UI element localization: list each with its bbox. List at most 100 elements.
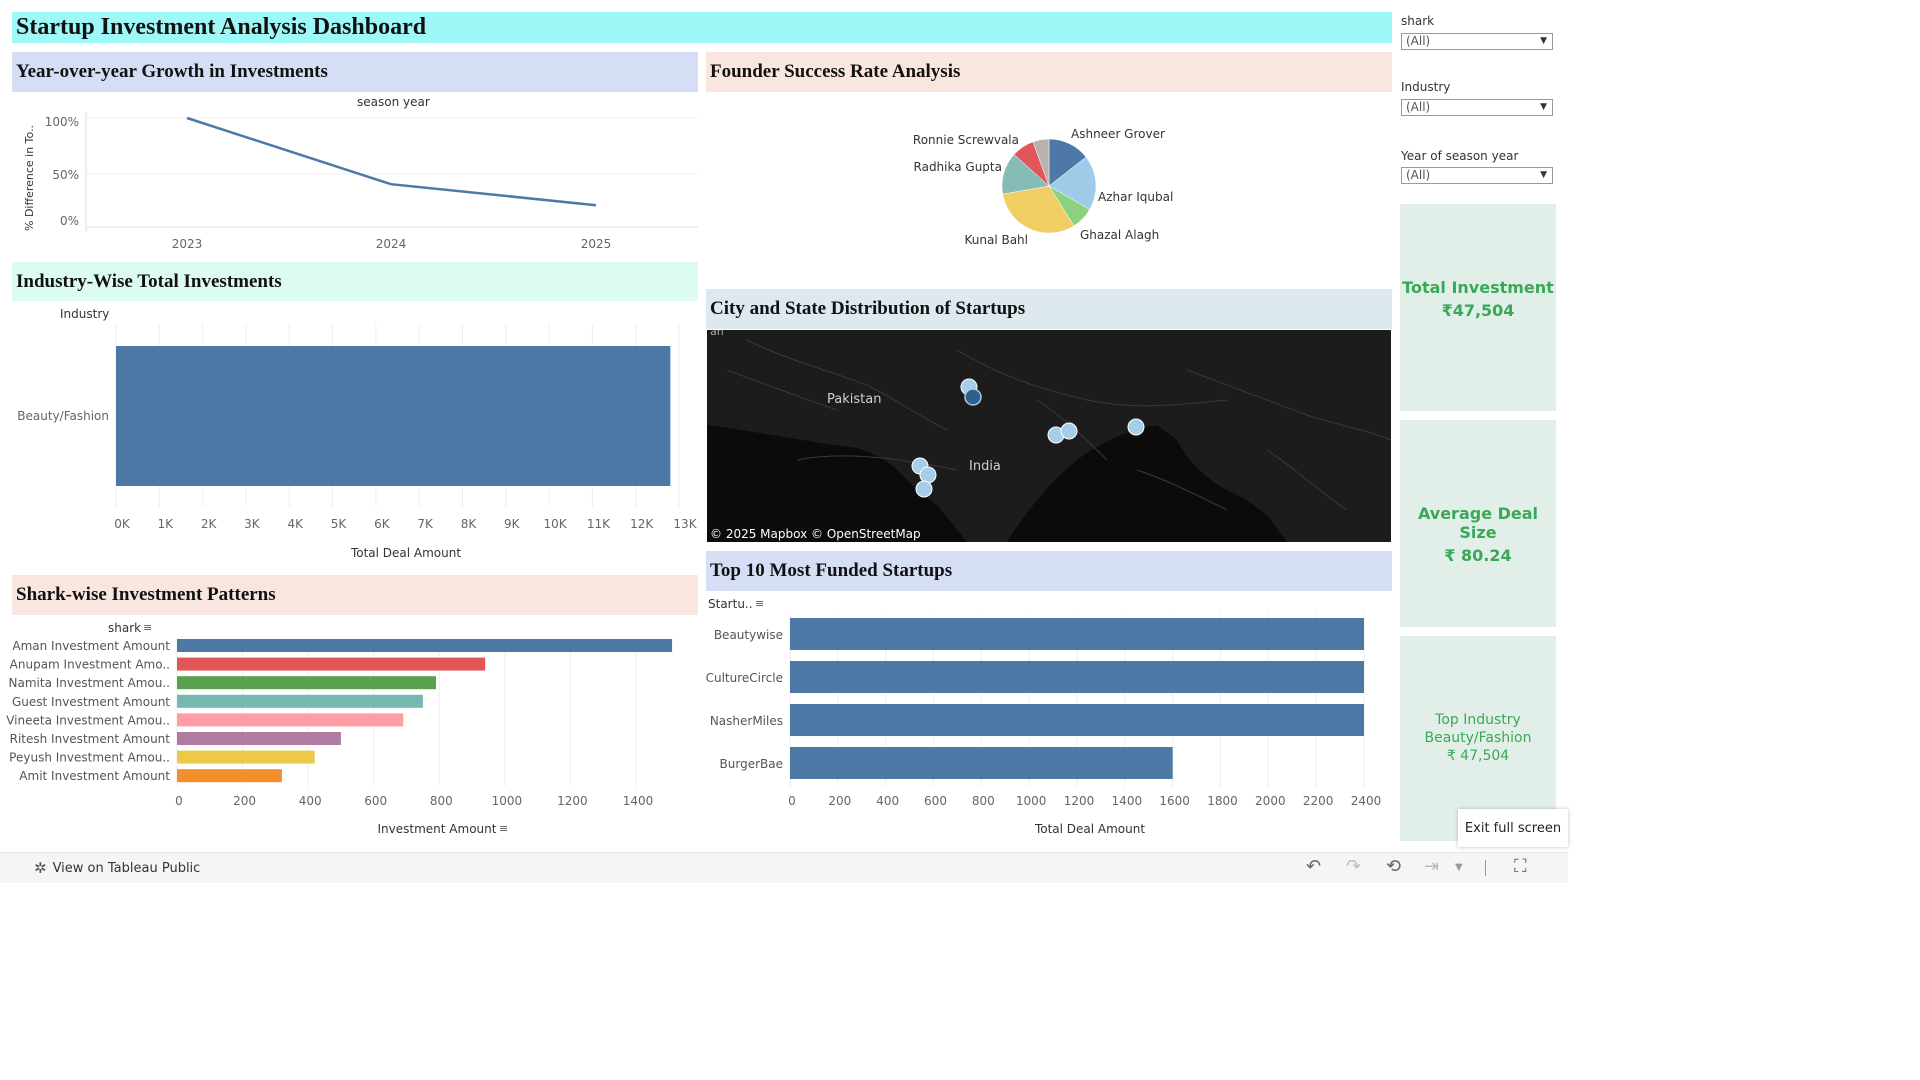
top10-bar[interactable] (790, 704, 1364, 736)
chevron-down-icon: ▼ (1540, 102, 1547, 112)
shark-bar[interactable] (177, 713, 404, 727)
x-tick: 1600 (1159, 794, 1190, 808)
x-tick: 2400 (1351, 794, 1382, 808)
x-tick: 0K (114, 517, 131, 531)
map-marker[interactable] (1060, 422, 1078, 440)
sort-icon[interactable]: ≡ (143, 621, 152, 634)
x-tick: 2000 (1255, 794, 1286, 808)
x-tick: 5K (331, 517, 348, 531)
x-tick: 10K (544, 517, 568, 531)
tableau-logo-icon: ✲ (34, 859, 47, 877)
x-tick: 200 (233, 794, 256, 808)
exit-fullscreen-button[interactable]: Exit full screen (1458, 809, 1568, 847)
x-tick: 1K (158, 517, 175, 531)
map-attribution[interactable]: © 2025 Mapbox © OpenStreetMap (710, 527, 921, 541)
chevron-down-icon[interactable]: ▼ (1455, 862, 1463, 873)
shark-bar[interactable] (177, 769, 282, 783)
filter-shark-dropdown[interactable]: (All) ▼ (1401, 33, 1553, 50)
x-tick: 1200 (557, 794, 588, 808)
growth-series-line (186, 116, 597, 207)
kpi-average-deal: Average Deal Size ₹ 80.24 (1400, 420, 1556, 627)
x-tick: 1400 (623, 794, 654, 808)
fullscreen-icon[interactable]: ⛶ (1514, 856, 1527, 877)
sort-icon[interactable]: ≡ (755, 597, 764, 610)
shark-bar[interactable] (177, 639, 673, 652)
y-tick: 100% (45, 115, 79, 129)
x-tick: 2023 (172, 237, 203, 251)
shark-bar[interactable] (177, 750, 315, 764)
x-tick: 7K (417, 517, 434, 531)
shark-category-label: Namita Investment Amou.. (9, 676, 170, 690)
x-tick: 0 (175, 794, 183, 808)
x-tick: 6K (374, 517, 391, 531)
pie-label: Ronnie Screwvala (913, 133, 1019, 147)
industry-title: Industry-Wise Total Investments (12, 262, 698, 301)
shark-chart: shark ≡ Aman Investment Amount Anupam Inv… (6, 621, 673, 836)
x-tick: 12K (630, 517, 654, 531)
filter-industry-dropdown[interactable]: (All) ▼ (1401, 99, 1553, 116)
pie-label: Radhika Gupta (914, 160, 1002, 174)
map-marker[interactable] (1127, 418, 1145, 436)
revert-icon[interactable]: ⟲ (1386, 856, 1402, 877)
top10-bar[interactable] (790, 747, 1173, 779)
pie-slice[interactable] (1048, 156, 1097, 210)
refresh-icon[interactable]: ⇥ (1424, 856, 1440, 877)
x-tick: 2025 (581, 237, 612, 251)
x-tick: 800 (972, 794, 995, 808)
filter-shark-label: shark (1401, 14, 1435, 28)
kpi-total-investment-label: Total Investment (1402, 278, 1554, 297)
top10-category-label: CultureCircle (706, 671, 783, 685)
pie-label: Azhar Iqubal (1098, 190, 1173, 204)
shark-category-label: Vineeta Investment Amou.. (6, 713, 170, 727)
top10-xlabel: Total Deal Amount (1034, 822, 1145, 836)
map-marker[interactable] (919, 466, 937, 484)
pie-label: Kunal Bahl (964, 233, 1028, 247)
x-tick: 11K (587, 517, 611, 531)
map-title: City and State Distribution of Startups (706, 289, 1392, 329)
shark-category-label: Guest Investment Amount (12, 695, 170, 709)
top10-bar[interactable] (790, 618, 1364, 650)
founder-pie-chart: Ashneer Grover Azhar Iqubal Ghazal Alagh Ku… (913, 127, 1173, 247)
map-marker[interactable] (964, 388, 982, 406)
growth-ylabel: % Difference in To.. (23, 125, 36, 231)
shark-bar[interactable] (177, 657, 486, 671)
x-tick: 1000 (492, 794, 523, 808)
shark-category-label: Peyush Investment Amou.. (9, 751, 170, 765)
filter-year-label: Year of season year (1401, 149, 1519, 163)
top10-category-label: Beautywise (714, 628, 783, 642)
shark-category-label: Ritesh Investment Amount (10, 732, 171, 746)
x-tick: 400 (299, 794, 322, 808)
sort-icon[interactable]: ≡ (499, 822, 508, 835)
shark-bar[interactable] (177, 694, 423, 708)
shark-header: shark (108, 621, 141, 635)
undo-icon[interactable]: ↶ (1306, 856, 1322, 877)
growth-chart: % Difference in To.. 100% 50% 0% 2023 20… (23, 112, 698, 251)
filter-year-value: (All) (1406, 168, 1431, 182)
shark-bar[interactable] (177, 732, 341, 745)
pie-slice[interactable] (1002, 185, 1075, 234)
filter-industry-value: (All) (1406, 100, 1431, 114)
x-tick: 2024 (376, 237, 407, 251)
x-tick: 2200 (1303, 794, 1334, 808)
kpi-average-deal-value: ₹ 80.24 (1444, 546, 1512, 565)
x-tick: 1400 (1112, 794, 1143, 808)
redo-icon[interactable]: ↷ (1346, 856, 1362, 877)
filter-shark-value: (All) (1406, 34, 1431, 48)
chevron-down-icon: ▼ (1540, 170, 1547, 180)
shark-xlabel: Investment Amount (378, 822, 497, 836)
filter-year-dropdown[interactable]: (All) ▼ (1401, 167, 1553, 184)
top10-title: Top 10 Most Funded Startups (706, 551, 1392, 591)
x-tick: 2K (201, 517, 218, 531)
view-on-tableau-button[interactable]: ✲ View on Tableau Public (34, 859, 200, 877)
pie-slice[interactable] (1032, 138, 1050, 187)
top10-bar[interactable] (790, 661, 1364, 693)
view-on-tableau-label: View on Tableau Public (52, 860, 201, 876)
shark-category-label: Aman Investment Amount (12, 639, 170, 653)
map-label-pakistan: Pakistan (827, 392, 881, 407)
kpi-top-industry-value: ₹ 47,504 (1446, 748, 1510, 764)
shark-bar[interactable] (177, 676, 437, 690)
map-marker[interactable] (915, 480, 933, 498)
kpi-total-investment-value: ₹47,504 (1441, 301, 1515, 320)
map-sea-bengal (1007, 425, 1287, 542)
map[interactable]: Pakistan India an © 2025 Mapbox © OpenSt… (707, 330, 1391, 542)
